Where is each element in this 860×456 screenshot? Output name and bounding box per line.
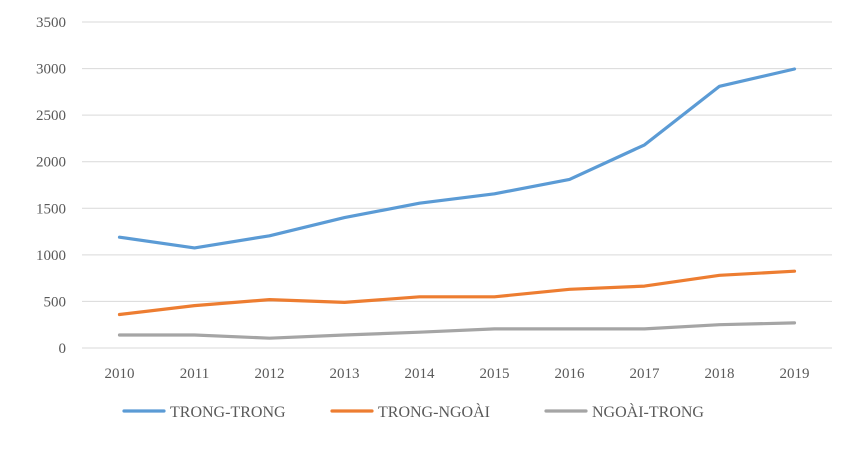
y-tick-label: 2500 [36,108,66,124]
y-tick-label: 1500 [36,201,66,217]
gridlines [82,21,832,349]
y-tick-label: 3500 [36,15,66,31]
x-tick-label: 2019 [780,366,810,382]
legend-label: NGOÀI-TRONG [592,402,704,421]
legend-label: TRONG-NGOÀI [378,402,490,421]
x-tick-label: 2016 [555,366,586,382]
y-axis-ticks: 0 500 1000 1500 2000 2500 3000 3500 [36,15,66,357]
y-tick-label: 3000 [36,62,66,78]
series-line-ngoài-trong [117,321,797,340]
series-lines [117,67,797,340]
x-tick-label: 2014 [405,366,436,382]
x-tick-label: 2017 [630,366,661,382]
y-tick-label: 0 [59,341,67,357]
x-tick-label: 2013 [330,366,360,382]
x-tick-label: 2010 [105,366,135,382]
series-line-trong-trong [117,67,797,250]
legend-label: TRONG-TRONG [170,404,286,421]
y-tick-label: 2000 [36,155,66,171]
y-tick-label: 500 [44,294,67,310]
x-tick-label: 2015 [480,366,510,382]
y-tick-label: 1000 [36,248,66,264]
x-tick-label: 2012 [255,366,285,382]
x-tick-label: 2018 [705,366,735,382]
x-axis-ticks: 2010 2011 2012 2013 2014 2015 2016 2017 2018 2019 [105,366,810,382]
series-line-trong-ngoài [117,269,797,317]
x-tick-label: 2011 [180,366,209,382]
legend: TRONG-TRONG TRONG-NGOÀI NGOÀI-TRONG [122,402,704,421]
